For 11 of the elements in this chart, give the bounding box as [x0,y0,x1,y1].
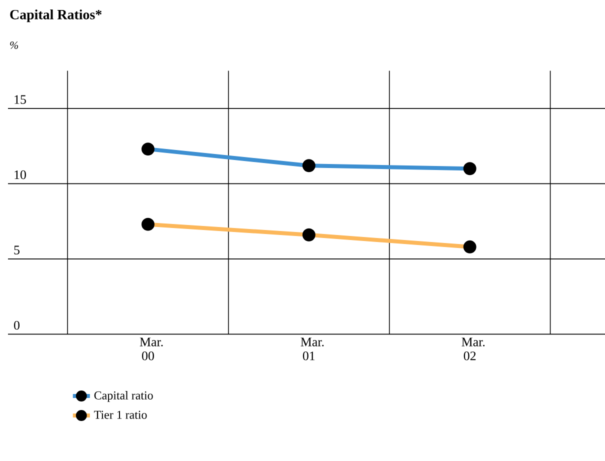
x-tick-label: Mar. 01 [300,338,324,360]
y-tick-label: 15 [14,95,26,104]
legend-label: Tier 1 ratio [94,410,147,419]
x-tick-label: Mar. 00 [140,338,163,360]
y-tick-label: 0 [14,320,20,330]
y-tick-label: 10 [14,170,26,180]
y-axis-title: % [10,42,18,49]
y-tick-label: 5 [14,246,20,254]
chart-title: Capital Ratios* [10,10,102,22]
x-tick-label: Mar. 02 [462,338,485,360]
legend-label: Capital ratio [94,391,153,402]
